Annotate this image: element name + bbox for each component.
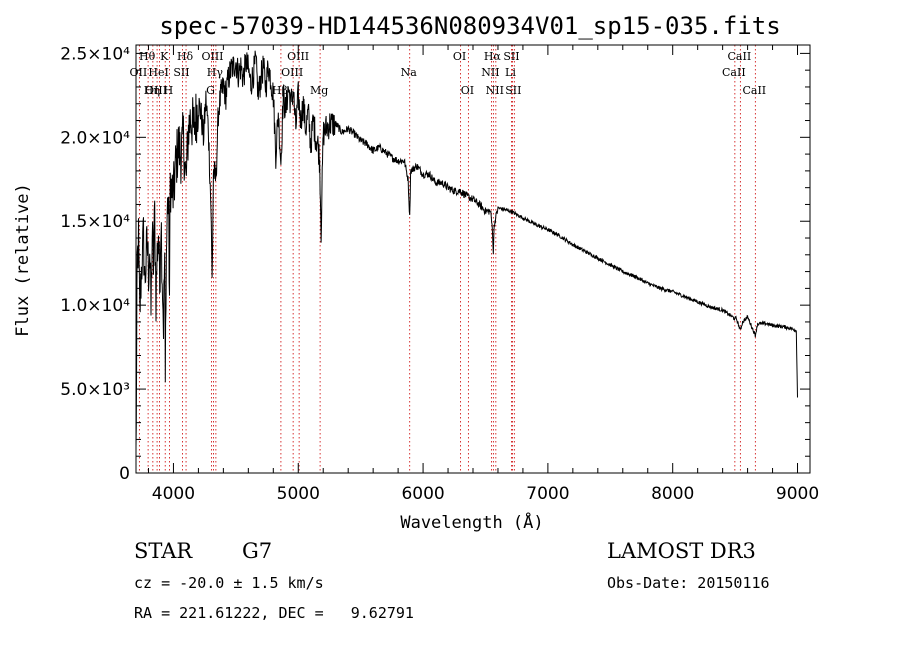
observation-date: Obs-Date: 20150116 xyxy=(607,574,770,592)
plot-frame xyxy=(135,44,811,474)
spectrum-line xyxy=(135,50,798,447)
line-label-21: NII xyxy=(486,84,504,97)
line-label-5: K xyxy=(160,50,169,63)
line-label-9: G xyxy=(206,84,215,97)
line-label-25: CaII xyxy=(722,66,746,79)
line-label-23: Li xyxy=(505,66,516,79)
object-class: STAR xyxy=(134,539,193,563)
x-axis-label: Wavelength (Å) xyxy=(400,511,543,533)
x-tick-label-0: 4000 xyxy=(152,484,195,504)
line-label-1: OII xyxy=(130,66,148,79)
x-tick-label-2: 6000 xyxy=(401,484,444,504)
x-tick-label-3: 7000 xyxy=(526,484,569,504)
y-tick-label-0: 0 xyxy=(119,464,130,484)
coordinates: RA = 221.61222, DEC = 9.62791 xyxy=(134,604,414,622)
line-label-2: OIII xyxy=(145,84,167,97)
y-tick-label-5: 2.5×10⁴ xyxy=(60,44,130,64)
line-label-14: OIII xyxy=(287,50,309,63)
y-tick-label-2: 1.0×10⁴ xyxy=(60,296,130,316)
line-label-8: Hδ xyxy=(177,50,194,63)
spectral-subclass: G7 xyxy=(242,539,273,563)
line-label-12: Hβ xyxy=(272,84,288,97)
line-label-4: HeI xyxy=(148,66,168,79)
line-label-26: CaII xyxy=(728,50,752,63)
line-label-7: SII xyxy=(173,66,189,79)
line-label-15: Mg xyxy=(310,84,328,97)
y-tick-label-1: 5.0×10³ xyxy=(60,380,130,400)
line-label-17: OI xyxy=(453,50,466,63)
x-tick-label-4: 8000 xyxy=(651,484,694,504)
line-label-3: Hη xyxy=(144,84,160,97)
y-axis-ticks: 0 5.0×10³ 1.0×10⁴ 1.5×10⁴ 2.0×10⁴ 2.5×10⁴ xyxy=(60,44,810,484)
x-tick-label-1: 5000 xyxy=(277,484,320,504)
line-label-16: Na xyxy=(401,66,418,79)
line-label-0: Hθ xyxy=(139,50,156,63)
spectral-line-markers xyxy=(138,45,756,473)
y-tick-label-3: 1.5×10⁴ xyxy=(60,212,130,232)
line-label-19: NII xyxy=(481,66,499,79)
redshift-value: cz = -20.0 ± 1.5 km/s xyxy=(134,574,324,592)
line-label-22: SII xyxy=(503,50,519,63)
x-tick-label-5: 9000 xyxy=(776,484,819,504)
line-label-6: H xyxy=(164,84,174,97)
y-tick-label-4: 2.0×10⁴ xyxy=(60,128,130,148)
line-label-27: CaII xyxy=(742,84,766,97)
line-label-20: Hα xyxy=(484,50,502,63)
survey-name: LAMOST DR3 xyxy=(607,539,756,563)
line-label-11: Hγ xyxy=(207,66,224,79)
line-label-13: OIII xyxy=(281,66,303,79)
line-label-24: SII xyxy=(505,84,521,97)
y-axis-label: Flux (relative) xyxy=(13,183,33,337)
x-axis-ticks: 4000 5000 6000 7000 8000 9000 xyxy=(147,45,819,504)
spectral-line-labels: HθOIIOIIIHηHeIKHSIIHδGOIIIHγHβOIIIOIIIMg… xyxy=(130,50,767,97)
line-label-18: OI xyxy=(461,84,474,97)
line-label-10: OIII xyxy=(201,50,223,63)
chart-title: spec-57039-HD144536N080934V01_sp15-035.f… xyxy=(159,12,780,40)
